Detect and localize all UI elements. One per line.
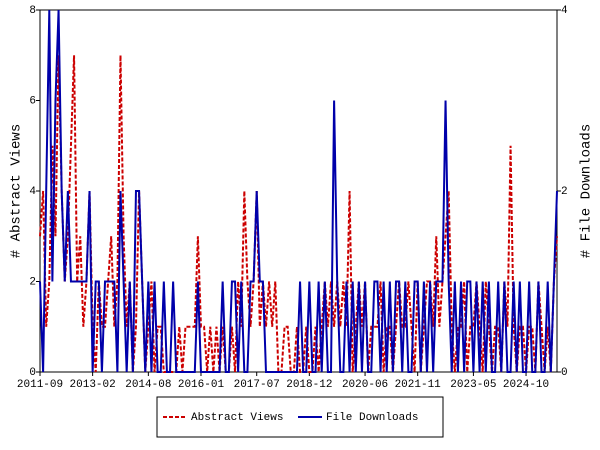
y-tick-label: 6 bbox=[29, 95, 36, 107]
y-tick-label: 0 bbox=[29, 367, 36, 379]
x-tick-label: 2020-06 bbox=[342, 379, 388, 391]
x-tick-label: 2023-05 bbox=[450, 379, 496, 391]
x-tick-label: 2017-07 bbox=[234, 379, 280, 391]
y2-axis-label: # File Downloads bbox=[579, 124, 595, 258]
y2-tick-label: 0 bbox=[561, 367, 568, 379]
x-tick-label: 2011-09 bbox=[17, 379, 63, 391]
y-axis-label: # Abstract Views bbox=[9, 124, 25, 258]
legend-label: Abstract Views bbox=[191, 412, 283, 424]
y2-tick-label: 4 bbox=[561, 5, 568, 17]
y2-tick-label: 2 bbox=[561, 186, 568, 198]
y-tick-label: 8 bbox=[29, 5, 36, 17]
x-tick-label: 2013-02 bbox=[70, 379, 116, 391]
x-tick-label: 2018-12 bbox=[286, 379, 332, 391]
y-tick-label: 2 bbox=[29, 276, 36, 288]
series-line bbox=[39, 55, 558, 373]
x-tick-label: 2016-01 bbox=[178, 379, 225, 391]
legend-box bbox=[156, 396, 444, 438]
legend-label: File Downloads bbox=[326, 412, 418, 424]
x-tick-label: 2024-10 bbox=[503, 379, 549, 391]
series-line bbox=[39, 9, 558, 373]
x-tick-label: 2014-08 bbox=[125, 379, 171, 391]
x-tick-label: 2021-11 bbox=[395, 379, 442, 391]
y-tick-label: 4 bbox=[29, 186, 36, 198]
